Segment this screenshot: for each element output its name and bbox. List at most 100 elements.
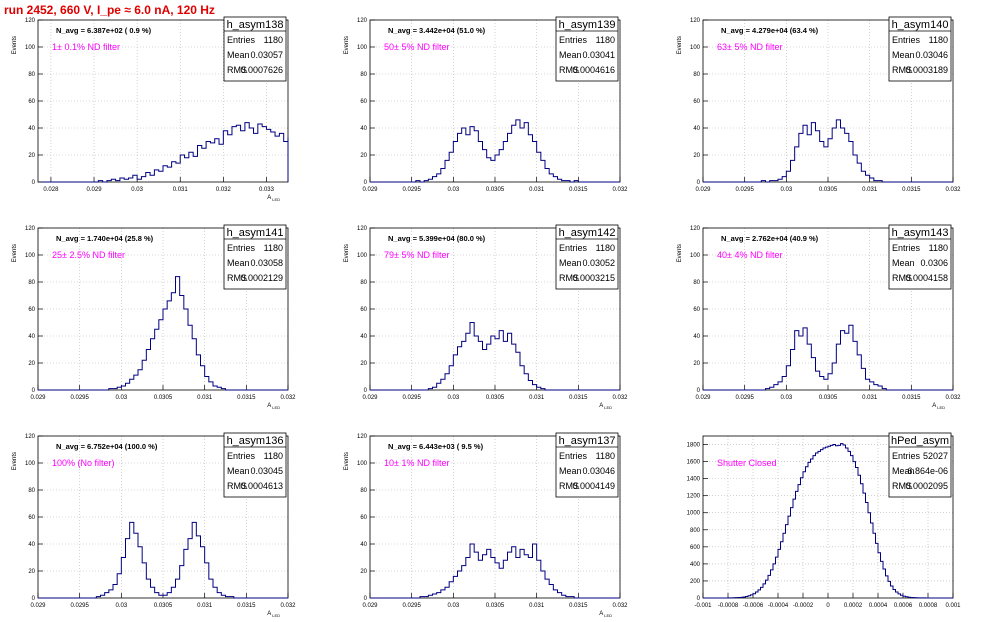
y-tick-label: 80 xyxy=(28,72,35,78)
y-tick-label: 0 xyxy=(364,596,368,602)
y-tick-label: 80 xyxy=(360,72,367,78)
x-tick-label: 0.029 xyxy=(362,603,378,609)
stats-box xyxy=(888,224,952,290)
y-tick-label: 40 xyxy=(360,126,367,132)
x-tick-label: 0.0315 xyxy=(902,395,921,401)
y-tick-label: 60 xyxy=(360,307,367,313)
stats-label: RMS xyxy=(559,65,579,75)
y-tick-label: 200 xyxy=(690,579,701,585)
x-tick-label: 0.03 xyxy=(115,603,127,609)
y-tick-label: 120 xyxy=(357,434,368,440)
stats-label: Entries xyxy=(227,35,256,45)
stats-value: 1180 xyxy=(929,35,948,45)
stats-value: 0.03046 xyxy=(582,466,615,476)
histogram-line xyxy=(370,322,620,391)
y-tick-label: 0 xyxy=(364,388,368,394)
x-tick-label: 0.0295 xyxy=(735,187,754,193)
y-tick-label: 100 xyxy=(25,253,36,259)
y-tick-label: 0 xyxy=(364,180,368,186)
x-tick-label: 0.03 xyxy=(115,395,127,401)
y-tick-label: 80 xyxy=(28,488,35,494)
x-tick-label: 0.0305 xyxy=(486,395,505,401)
y-tick-label: 20 xyxy=(28,153,35,159)
stats-label: RMS xyxy=(227,481,247,491)
y-tick-label: 40 xyxy=(360,542,367,548)
x-tick-label: 0.031 xyxy=(529,187,545,193)
y-tick-label: 0 xyxy=(32,388,36,394)
histogram-line xyxy=(38,521,288,599)
y-tick-label: 60 xyxy=(28,307,35,313)
stats-value: 0.03045 xyxy=(250,466,283,476)
histogram-line xyxy=(42,122,289,183)
stats-label: Mean xyxy=(892,50,915,60)
stats-label: Entries xyxy=(892,243,921,253)
stats-value: 1180 xyxy=(264,35,283,45)
navg-label: N_avg = 4.279e+04 (63.4 %) xyxy=(721,26,819,35)
x-tick-label: 0.031 xyxy=(862,395,878,401)
x-tick-label: 0.0295 xyxy=(402,395,421,401)
run-title: run 2452, 660 V, I_pe ≈ 6.0 nA, 120 Hz xyxy=(4,3,215,17)
stats-label: Mean xyxy=(227,466,250,476)
stats-value: 0.03058 xyxy=(250,258,283,268)
x-tick-label: 0.028 xyxy=(43,187,59,193)
stats-value: 1180 xyxy=(264,451,283,461)
y-tick-label: 60 xyxy=(360,99,367,105)
x-tick-label: 0.0315 xyxy=(902,187,921,193)
x-tick-label: 0.029 xyxy=(362,187,378,193)
y-tick-label: 20 xyxy=(360,361,367,367)
x-tick-label: 0.031 xyxy=(197,395,213,401)
y-tick-label: 60 xyxy=(693,99,700,105)
x-tick-label: 0.031 xyxy=(529,603,545,609)
x-tick-label: 0.0315 xyxy=(569,603,588,609)
x-tick-label: 0.03 xyxy=(780,395,792,401)
histogram-line xyxy=(703,324,953,391)
stats-value: 0.0002095 xyxy=(905,481,948,491)
y-tick-label: 80 xyxy=(360,488,367,494)
y-tick-label: 120 xyxy=(25,434,36,440)
y-tick-label: 100 xyxy=(357,253,368,259)
stats-label: RMS xyxy=(227,65,247,75)
x-tick-label: 0.032 xyxy=(612,395,628,401)
y-tick-label: 20 xyxy=(28,361,35,367)
y-tick-label: 120 xyxy=(357,18,368,24)
stats-value: 1180 xyxy=(264,243,283,253)
y-tick-label: 0 xyxy=(697,388,701,394)
stats-value: 0.0007626 xyxy=(240,65,283,75)
y-tick-label: 60 xyxy=(360,515,367,521)
histogram-name: h_asym139 xyxy=(559,19,616,31)
stats-box xyxy=(555,16,619,82)
y-axis-label: Events xyxy=(677,244,683,262)
stats-value: 0.03052 xyxy=(582,258,615,268)
x-axis-label: ALED xyxy=(267,195,280,202)
x-tick-label: -0.0008 xyxy=(718,603,739,609)
stats-value: 0.03057 xyxy=(250,50,283,60)
stats-label: Mean xyxy=(892,466,915,476)
filter-note: 1± 0.1% ND filter xyxy=(52,42,120,52)
x-tick-label: 0.0305 xyxy=(486,603,505,609)
stats-value: 0.0002129 xyxy=(240,273,283,283)
navg-label: N_avg = 5.399e+04 (80.0 %) xyxy=(388,234,486,243)
x-axis-label: ALED xyxy=(932,403,945,410)
x-tick-label: 0.031 xyxy=(173,187,189,193)
x-tick-label: 0.033 xyxy=(259,187,275,193)
x-tick-label: 0 xyxy=(826,603,830,609)
stats-value: 1180 xyxy=(929,243,948,253)
stats-value: 0.0003215 xyxy=(572,273,615,283)
stats-label: RMS xyxy=(559,273,579,283)
x-tick-label: 0.0295 xyxy=(402,187,421,193)
stats-label: RMS xyxy=(892,65,912,75)
x-tick-label: 0.0315 xyxy=(237,395,256,401)
stats-value: 1180 xyxy=(596,451,615,461)
stats-value: 52027 xyxy=(923,451,948,461)
panels: 0.028 0.029 0.03 0.031 0.032 0.033 0 20 40 60 80 10… xyxy=(12,16,961,618)
stats-value: 0.0003189 xyxy=(905,65,948,75)
y-tick-label: 600 xyxy=(690,545,701,551)
navg-label: N_avg = 6.387e+02 ( 0.9 %) xyxy=(56,26,152,35)
stats-label: Mean xyxy=(559,466,582,476)
y-tick-label: 0 xyxy=(697,180,701,186)
y-tick-label: 120 xyxy=(690,18,701,24)
x-tick-label: 0.0008 xyxy=(919,603,938,609)
x-tick-label: 0.0305 xyxy=(154,603,173,609)
x-tick-label: 0.0305 xyxy=(154,395,173,401)
